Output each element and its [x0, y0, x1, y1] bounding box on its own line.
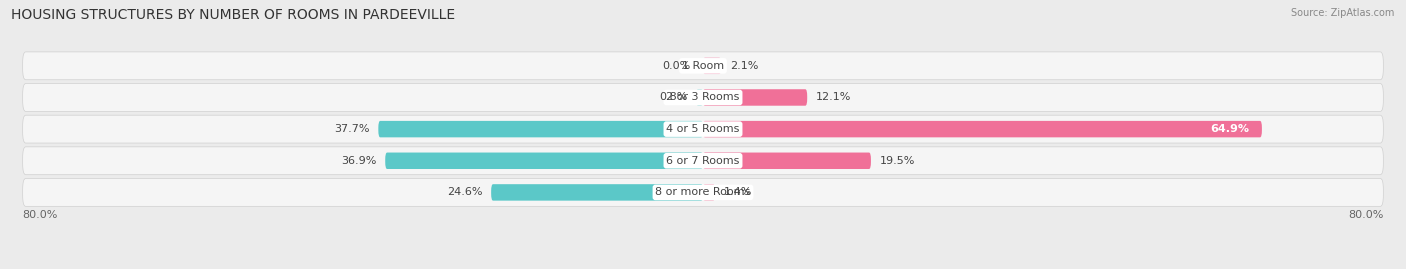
Text: 80.0%: 80.0%	[22, 210, 58, 220]
FancyBboxPatch shape	[22, 179, 1384, 206]
FancyBboxPatch shape	[703, 121, 1263, 137]
FancyBboxPatch shape	[22, 147, 1384, 175]
FancyBboxPatch shape	[22, 84, 1384, 111]
Text: 2.1%: 2.1%	[730, 61, 758, 71]
Text: 37.7%: 37.7%	[335, 124, 370, 134]
Text: 80.0%: 80.0%	[1348, 210, 1384, 220]
Text: 0.8%: 0.8%	[659, 93, 688, 102]
FancyBboxPatch shape	[22, 115, 1384, 143]
FancyBboxPatch shape	[22, 52, 1384, 80]
Text: 36.9%: 36.9%	[342, 156, 377, 166]
FancyBboxPatch shape	[385, 153, 703, 169]
FancyBboxPatch shape	[696, 89, 703, 106]
FancyBboxPatch shape	[703, 89, 807, 106]
Text: 1.4%: 1.4%	[724, 187, 752, 197]
Text: 4 or 5 Rooms: 4 or 5 Rooms	[666, 124, 740, 134]
FancyBboxPatch shape	[703, 184, 716, 201]
Text: 64.9%: 64.9%	[1211, 124, 1249, 134]
Text: Source: ZipAtlas.com: Source: ZipAtlas.com	[1291, 8, 1395, 18]
Text: HOUSING STRUCTURES BY NUMBER OF ROOMS IN PARDEEVILLE: HOUSING STRUCTURES BY NUMBER OF ROOMS IN…	[11, 8, 456, 22]
FancyBboxPatch shape	[378, 121, 703, 137]
Text: 2 or 3 Rooms: 2 or 3 Rooms	[666, 93, 740, 102]
FancyBboxPatch shape	[703, 153, 870, 169]
Text: 8 or more Rooms: 8 or more Rooms	[655, 187, 751, 197]
Text: 1 Room: 1 Room	[682, 61, 724, 71]
Text: 24.6%: 24.6%	[447, 187, 482, 197]
FancyBboxPatch shape	[703, 58, 721, 74]
FancyBboxPatch shape	[491, 184, 703, 201]
Text: 6 or 7 Rooms: 6 or 7 Rooms	[666, 156, 740, 166]
Text: 19.5%: 19.5%	[880, 156, 915, 166]
Text: 12.1%: 12.1%	[815, 93, 851, 102]
Text: 0.0%: 0.0%	[662, 61, 690, 71]
